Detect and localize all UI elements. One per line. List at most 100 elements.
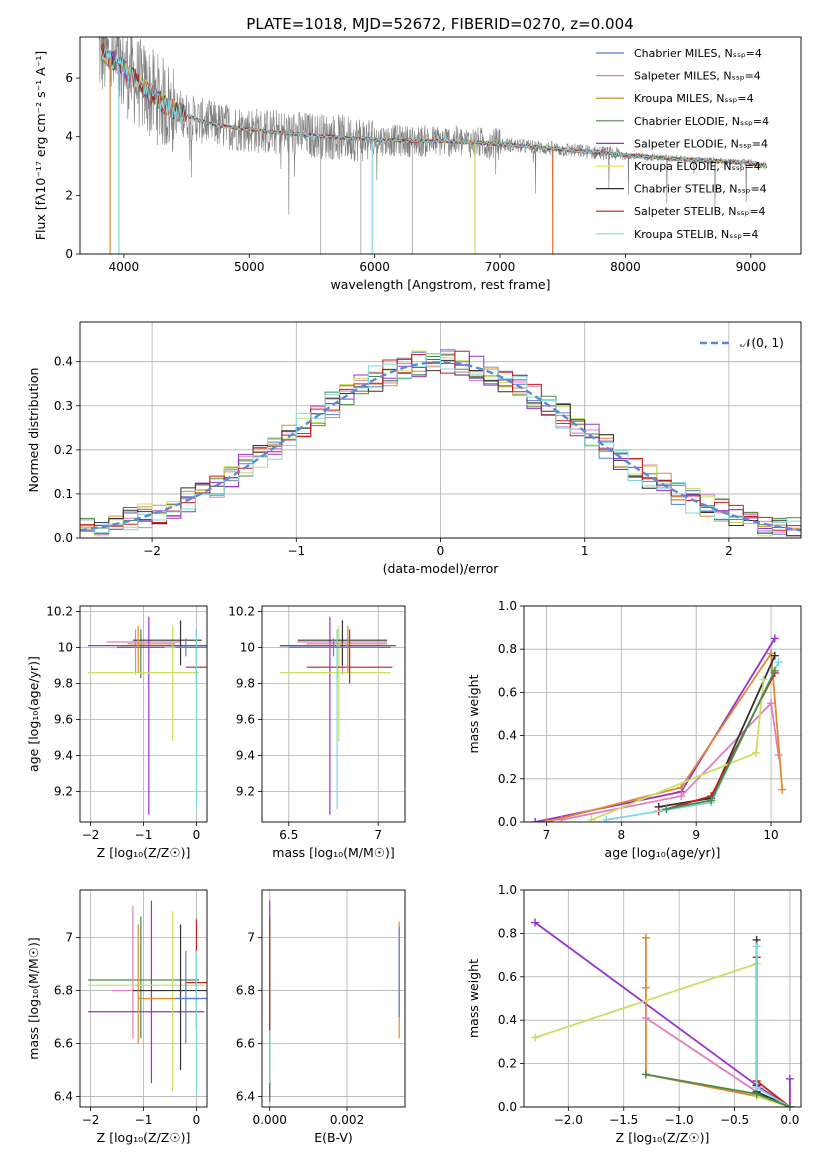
series-marker <box>767 699 776 708</box>
legend: 𝒩(0, 1) <box>700 336 784 350</box>
axes-frame <box>79 36 802 255</box>
plot-area-mass_vs_Z <box>87 900 207 1097</box>
data-point <box>306 629 393 684</box>
series-marker <box>759 675 768 684</box>
y-tick-label: 9.4 <box>54 748 73 762</box>
y-tick-label: 10 <box>240 640 255 654</box>
series-marker <box>662 805 671 814</box>
series-marker <box>641 983 650 992</box>
x-tick-label: 0.002 <box>330 1113 364 1127</box>
y-tick-label: 9.6 <box>236 712 255 726</box>
x-tick-label: 7 <box>543 828 551 842</box>
y-tick-label: 10 <box>58 640 73 654</box>
series <box>531 959 794 1107</box>
y-tick-label: 10.2 <box>46 604 73 618</box>
x-tick-label: 0.0 <box>780 1113 799 1127</box>
y-tick-label: 0.8 <box>498 926 517 940</box>
x-axis-label: Z [log₁₀(Z/Z☉)] <box>97 845 191 860</box>
legend-label: Kroupa MILES, Nₛₛₚ=4 <box>634 92 754 105</box>
data-point <box>87 911 205 1092</box>
x-axis-label: (data-model)/error <box>383 561 500 576</box>
legend-label: Salpeter ELODIE, Nₛₛₚ=4 <box>634 137 768 150</box>
legend-label: Salpeter STELIB, Nₛₛₚ=4 <box>634 205 766 218</box>
x-tick-label: −2 <box>143 544 161 558</box>
y-axis-label: Flux [fλ10⁻¹⁷ erg cm⁻² s⁻¹ A⁻¹] <box>33 51 48 240</box>
axes-frame <box>79 889 208 1108</box>
y-tick-label: 10.2 <box>228 604 255 618</box>
y-tick-label: 6.6 <box>236 1036 255 1050</box>
series-marker <box>785 1074 794 1083</box>
series-marker <box>770 666 779 675</box>
series <box>531 918 794 1107</box>
data-point <box>279 629 391 678</box>
observed-spectrum <box>98 37 768 254</box>
plot-area-spectrum <box>98 37 768 254</box>
series-marker <box>707 796 716 805</box>
data-point <box>106 629 181 675</box>
series-line <box>534 962 791 1107</box>
x-tick-label: −1 <box>135 828 153 842</box>
series-marker <box>641 933 650 942</box>
plot-area-age_vs_Z <box>87 616 207 815</box>
legend-label: Salpeter MILES, Nₛₛₚ=4 <box>634 70 761 83</box>
plot-area-mass_weight_vs_age <box>531 634 787 822</box>
x-tick-label: 0 <box>437 544 445 558</box>
data-point <box>87 616 207 815</box>
panel-mass_vs_Z: −2 −1 0 6.4 6.6 6.8 7 Z [log₁₀(Z/Z☉)] mass [log₁… <box>26 889 208 1145</box>
panel-age_vs_Z: −2 −1 0 9.2 9.4 9.6 9.8 10 10.2 Z [log₁₀(Z/Z☉)] ag… <box>26 604 208 860</box>
x-tick-label: 0 <box>193 828 201 842</box>
axes-frame <box>523 605 802 823</box>
y-tick-label: 9.2 <box>236 784 255 798</box>
series-marker <box>778 785 787 794</box>
x-tick-label: 5000 <box>234 260 265 274</box>
y-tick-label: 4 <box>65 130 73 144</box>
series-marker <box>785 1103 794 1107</box>
y-tick-label: 9.6 <box>54 712 73 726</box>
model-spectrum <box>100 46 767 169</box>
panel-spectrum: 4000 5000 6000 7000 8000 9000 0 2 4 6 wavelength [… <box>33 36 802 292</box>
y-tick-label: 0.6 <box>498 685 517 699</box>
x-tick-label: 7 <box>374 828 382 842</box>
y-tick-label: 0.4 <box>54 355 73 369</box>
legend-label: Kroupa STELIB, Nₛₛₚ=4 <box>634 228 758 241</box>
y-tick-label: 7 <box>247 931 255 945</box>
axes-frame <box>261 889 406 1108</box>
y-axis-label: mass weight <box>466 674 481 753</box>
legend-label: Chabrier STELIB, Nₛₛₚ=4 <box>634 183 767 196</box>
y-tick-label: 0.0 <box>54 531 73 545</box>
legend-label: Chabrier ELODIE, Nₛₛₚ=4 <box>634 115 769 128</box>
series-line <box>755 957 791 1107</box>
x-tick-label: 10 <box>763 828 778 842</box>
data-point <box>288 638 379 657</box>
data-point <box>87 625 200 741</box>
x-tick-label: 7000 <box>485 260 516 274</box>
series-marker <box>752 1089 761 1098</box>
x-tick-label: 6000 <box>359 260 390 274</box>
data-point <box>279 625 391 741</box>
x-tick-label: 9 <box>692 828 700 842</box>
series-marker <box>531 1033 540 1042</box>
y-tick-label: 0.4 <box>498 1013 517 1027</box>
y-tick-label: 0.0 <box>498 815 517 829</box>
x-axis-label: mass [log₁₀(M/M☉)] <box>272 845 394 860</box>
x-tick-label: 2 <box>725 544 733 558</box>
y-tick-label: 9.8 <box>54 676 73 690</box>
data-point <box>297 620 388 666</box>
y-tick-label: 9.8 <box>236 676 255 690</box>
x-tick-label: 4000 <box>109 260 140 274</box>
series-marker <box>770 634 779 643</box>
series-marker <box>641 1070 650 1079</box>
legend: Chabrier MILES, Nₛₛₚ=4 Salpeter MILES, Nₛ… <box>596 47 769 241</box>
axes-frame <box>261 605 406 823</box>
y-tick-label: 0.3 <box>54 399 73 413</box>
series-marker <box>677 783 686 792</box>
y-tick-label: 0.2 <box>498 772 517 786</box>
data-point <box>306 625 388 673</box>
y-tick-label: 0.0 <box>498 1100 517 1114</box>
legend-label: Chabrier MILES, Nₛₛₚ=4 <box>634 47 762 60</box>
data-point <box>132 924 207 1070</box>
data-point <box>117 629 186 678</box>
series-line <box>534 921 791 1107</box>
legend-label: Kroupa ELODIE, Nₛₛₚ=4 <box>634 160 761 173</box>
panel-residual_hist: −2 −1 0 1 2 0.0 0.1 0.2 0.3 0.4 (data-model)/error… <box>26 321 802 576</box>
